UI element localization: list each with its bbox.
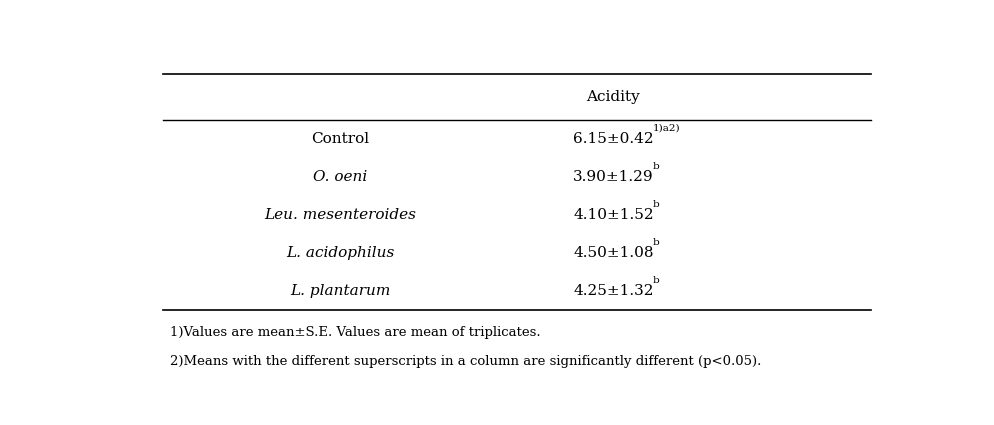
Text: L. plantarum: L. plantarum: [290, 283, 390, 298]
Text: 4.10±1.52: 4.10±1.52: [574, 208, 654, 221]
Text: b: b: [652, 238, 659, 246]
Text: L. acidophilus: L. acidophilus: [285, 246, 395, 260]
Text: Acidity: Acidity: [586, 90, 640, 104]
Text: b: b: [652, 162, 659, 171]
Text: 4.50±1.08: 4.50±1.08: [574, 246, 654, 260]
Text: 6.15±0.42: 6.15±0.42: [574, 132, 654, 146]
Text: 4.25±1.32: 4.25±1.32: [574, 283, 654, 298]
Text: 3.90±1.29: 3.90±1.29: [574, 170, 654, 184]
Text: O. oeni: O. oeni: [313, 170, 367, 184]
Text: 2)Means with the different superscripts in a column are significantly different : 2)Means with the different superscripts …: [171, 355, 761, 368]
Text: 1)a2): 1)a2): [652, 124, 680, 133]
Text: Leu. mesenteroides: Leu. mesenteroides: [264, 208, 415, 221]
Text: Control: Control: [311, 132, 369, 146]
Text: b: b: [652, 200, 659, 209]
Text: b: b: [652, 275, 659, 285]
Text: 1)Values are mean±S.E. Values are mean of triplicates.: 1)Values are mean±S.E. Values are mean o…: [171, 326, 541, 339]
